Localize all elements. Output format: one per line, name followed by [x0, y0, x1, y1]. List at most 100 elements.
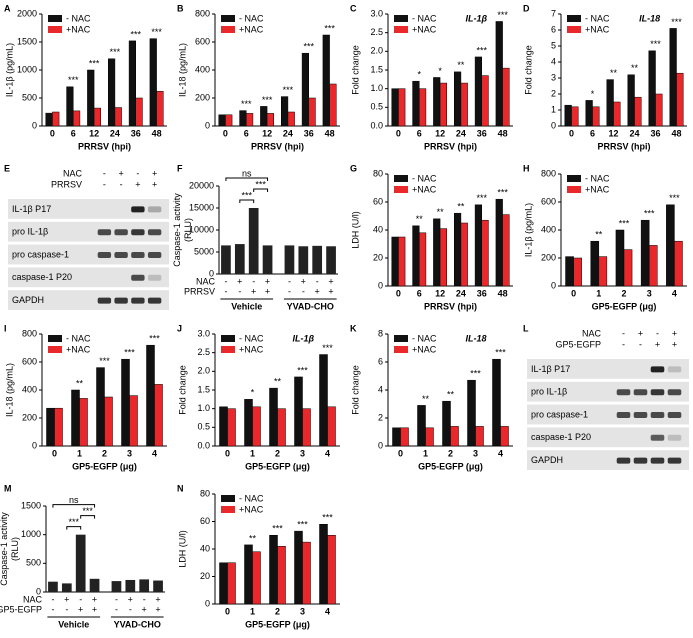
y-tick-label: 5000: [194, 246, 214, 256]
bar: [460, 82, 468, 127]
band: [667, 366, 682, 373]
significance: ***: [303, 42, 314, 52]
x-tick-label: 48: [325, 128, 335, 138]
y-tick-label: 3.0: [370, 8, 383, 18]
band: [667, 412, 682, 418]
treatment-sign: -: [302, 286, 305, 296]
bar: [433, 77, 441, 127]
group-label: Vehicle: [231, 301, 262, 311]
bar: [454, 212, 462, 287]
treatment-sign: -: [288, 276, 291, 286]
y-tick-label: 0.5: [370, 102, 383, 112]
band: [131, 274, 145, 281]
y-tick-label: 3.0: [197, 328, 210, 338]
bar: [592, 106, 600, 127]
bar: [571, 106, 579, 127]
band: [650, 434, 665, 441]
x-tick-label: 2: [275, 606, 280, 616]
y-tick-label: 0.5: [197, 422, 210, 432]
bar: [648, 245, 658, 287]
group-label: Vehicle: [58, 619, 89, 629]
treatment-sign: -: [51, 604, 54, 614]
bracket: [80, 515, 96, 519]
panel-label: I: [4, 323, 7, 333]
y-tick-label: 0: [32, 440, 37, 450]
bar: [252, 406, 261, 447]
x-tick-label: 0: [396, 128, 401, 138]
significance: *: [251, 388, 255, 398]
x-tick-label: 4: [152, 448, 157, 458]
significance: ***: [272, 524, 283, 534]
group-label: YVAD-CHO: [287, 301, 334, 311]
x-tick-label: 36: [477, 288, 487, 298]
bracket-label: ***: [255, 179, 266, 189]
blot-background: [8, 267, 169, 288]
y-tick-label: 2.5: [197, 347, 210, 357]
band: [650, 366, 665, 373]
bar: [128, 40, 136, 127]
band: [616, 389, 631, 396]
significance: ***: [476, 193, 487, 203]
x-tick-label: 36: [304, 128, 314, 138]
bar: [129, 395, 138, 447]
legend-swatch: [567, 26, 581, 33]
significance: ***: [497, 188, 508, 198]
legend-swatch: [394, 335, 408, 342]
panel-label: K: [350, 323, 357, 333]
bar: [149, 38, 157, 127]
y-tick-label: 20: [200, 571, 210, 581]
x-axis-label: PRRSV (hpi): [598, 141, 651, 151]
bar: [450, 426, 459, 447]
panel-label: L: [523, 323, 529, 333]
bar: [481, 75, 489, 127]
legend-label: +NAC: [585, 184, 610, 194]
bar: [234, 244, 245, 274]
bar: [623, 249, 633, 287]
y-tick-label: 0.0: [370, 120, 383, 130]
y-tick-label: 20000: [189, 180, 214, 190]
x-tick-label: 4: [325, 606, 330, 616]
legend-swatch: [394, 26, 408, 33]
bracket-label: ***: [241, 190, 252, 200]
bar: [125, 579, 136, 592]
bar: [417, 405, 426, 447]
treatment-name: GP5-EGFP: [0, 604, 42, 614]
x-tick-label: 3: [300, 448, 305, 458]
treatment-sign: +: [655, 339, 660, 349]
bar: [61, 583, 72, 592]
y-tick-label: 2: [378, 412, 383, 422]
x-tick-label: 12: [435, 128, 445, 138]
bar: [79, 398, 88, 447]
y-tick-label: 0: [205, 120, 210, 130]
significance: ***: [497, 10, 508, 20]
y-tick-label: 600: [541, 196, 556, 206]
band: [667, 457, 682, 464]
band: [617, 435, 631, 441]
y-tick-label: 600: [22, 356, 37, 366]
blot-background: [527, 404, 689, 425]
bar: [298, 246, 309, 274]
panel-label: D: [523, 3, 530, 13]
bar: [248, 208, 259, 274]
blot-background: [8, 221, 169, 242]
band: [650, 457, 665, 464]
bar: [585, 100, 593, 127]
band: [131, 206, 145, 213]
treatment-sign: +: [155, 604, 160, 614]
y-tick-label: 0: [551, 280, 556, 290]
y-axis-label: LDH (U/l): [350, 211, 360, 249]
x-axis-label: GP5-EGFP (μg): [72, 461, 137, 471]
bar: [391, 236, 399, 287]
bar: [676, 72, 684, 127]
bar: [648, 50, 656, 127]
bar: [467, 379, 476, 447]
bar: [674, 240, 683, 287]
band: [131, 297, 145, 304]
treatment-sign: -: [316, 276, 319, 286]
treatment-sign: +: [301, 276, 306, 286]
x-axis-label: GP5-EGFP (μg): [592, 301, 657, 311]
treatment-sign: +: [638, 328, 643, 338]
band: [616, 457, 631, 464]
bar: [495, 198, 503, 287]
legend-swatch: [221, 495, 235, 502]
